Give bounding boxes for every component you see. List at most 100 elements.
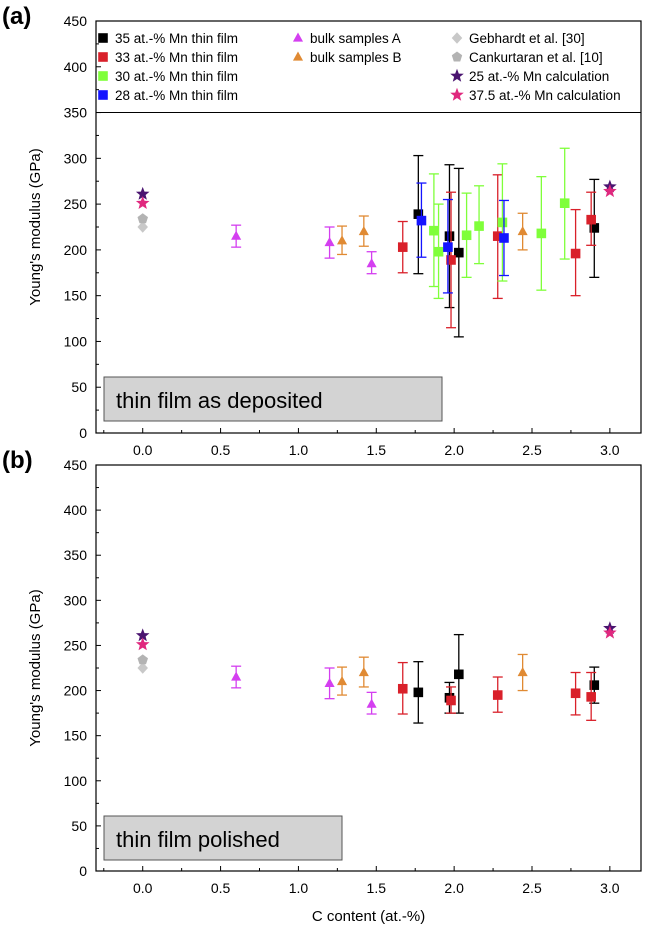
x-tick-label: 3.0 bbox=[600, 442, 620, 458]
legend-marker-triangle bbox=[292, 51, 304, 61]
data-point-diamond bbox=[137, 662, 148, 674]
legend-label: Gebhardt et al. [30] bbox=[469, 31, 585, 46]
data-point-star bbox=[603, 184, 617, 198]
y-tick-label: 300 bbox=[64, 150, 88, 166]
data-point-triangle bbox=[231, 230, 242, 240]
legend-marker-pentagon bbox=[451, 51, 463, 62]
series-bulkB bbox=[336, 212, 528, 256]
y-tick-label: 350 bbox=[64, 105, 88, 121]
data-point-star bbox=[135, 637, 150, 651]
x-tick-label: 1.5 bbox=[367, 880, 387, 896]
y-tick-label: 250 bbox=[64, 196, 88, 212]
data-point-square bbox=[446, 695, 456, 706]
x-tick-label: 1.5 bbox=[367, 442, 387, 458]
data-point-square bbox=[497, 217, 508, 228]
data-point-square bbox=[499, 233, 509, 243]
data-point-square bbox=[413, 687, 424, 698]
data-point-square bbox=[586, 214, 596, 225]
data-point-square bbox=[444, 231, 455, 241]
data-point-square bbox=[570, 688, 581, 699]
y-tick-label: 150 bbox=[64, 288, 88, 304]
y-axis-label: Young's modulus (GPa) bbox=[27, 148, 44, 305]
series-bulkA bbox=[231, 665, 377, 715]
data-point-diamond bbox=[137, 221, 148, 233]
annotation-box: thin film polished bbox=[103, 815, 343, 861]
legend-marker-star bbox=[450, 68, 464, 82]
x-tick-label: 2.5 bbox=[522, 880, 542, 896]
annotation-text: thin film as deposited bbox=[116, 388, 323, 413]
data-point-star bbox=[603, 625, 617, 639]
series-bulkB bbox=[336, 653, 528, 696]
data-point-square bbox=[454, 669, 464, 680]
legend-item: 25 at.-% Mn calculation bbox=[450, 68, 609, 84]
data-point-star bbox=[135, 196, 150, 209]
data-point-triangle bbox=[231, 671, 242, 681]
x-tick-label: 1.0 bbox=[289, 880, 309, 896]
data-point-square bbox=[589, 223, 600, 233]
panel-label: (a) bbox=[2, 3, 31, 30]
legend-label: 33 at.-% Mn thin film bbox=[115, 50, 238, 65]
y-tick-label: 50 bbox=[71, 379, 87, 395]
x-axis: 0.0 0.5 1.0 1.5 2.0 2.5 3.0 bbox=[103, 428, 620, 458]
data-point-square bbox=[446, 255, 456, 265]
data-point-triangle bbox=[324, 677, 335, 687]
legend-label: bulk samples B bbox=[310, 50, 402, 65]
plot-frame bbox=[95, 464, 642, 872]
series-bulkA bbox=[231, 224, 377, 275]
x-tick-label: 0.0 bbox=[133, 442, 153, 458]
y-tick-label: 50 bbox=[71, 818, 87, 834]
data-point-triangle bbox=[324, 237, 335, 247]
legend-marker-square bbox=[98, 90, 108, 100]
legend-label: 28 at.-% Mn thin film bbox=[115, 88, 238, 103]
x-tick-label: 2.5 bbox=[522, 442, 542, 458]
y-axis-label: Young's modulus (GPa) bbox=[27, 589, 44, 746]
panel-label: (b) bbox=[2, 447, 33, 474]
legend-item: Gebhardt et al. [30] bbox=[451, 31, 585, 46]
y-tick-label: 250 bbox=[64, 637, 88, 653]
data-point-square bbox=[492, 690, 503, 700]
series-gebhardt bbox=[137, 221, 148, 233]
annotation-text: thin film polished bbox=[116, 827, 280, 852]
data-point-square bbox=[586, 692, 596, 702]
data-point-square bbox=[416, 215, 427, 226]
data-point-square bbox=[397, 242, 408, 252]
data-point-star bbox=[135, 628, 150, 642]
legend-label: 37.5 at.-% Mn calculation bbox=[469, 88, 621, 103]
y-tick-label: 150 bbox=[64, 728, 88, 744]
data-point-triangle bbox=[366, 698, 377, 708]
legend-marker-square bbox=[98, 33, 108, 43]
legend-item: bulk samples A bbox=[292, 31, 401, 46]
annotation-box: thin film as deposited bbox=[103, 376, 443, 422]
series-cankurtaran bbox=[137, 654, 148, 665]
series-calc375 bbox=[135, 184, 617, 209]
data-point-square bbox=[429, 225, 439, 236]
annotation-background bbox=[103, 815, 343, 861]
legend-item: 37.5 at.-% Mn calculation bbox=[450, 87, 621, 103]
legend-marker-diamond bbox=[451, 32, 463, 44]
data-point-square bbox=[570, 248, 581, 259]
data-point-square bbox=[589, 680, 600, 690]
data-point-square bbox=[461, 230, 472, 241]
y-tick-label: 100 bbox=[64, 773, 88, 789]
y-tick-label: 300 bbox=[64, 592, 88, 608]
y-tick-label: 200 bbox=[64, 242, 88, 258]
x-tick-label: 2.0 bbox=[444, 442, 464, 458]
legend-item: 35 at.-% Mn thin film bbox=[98, 31, 238, 46]
legend-label: 35 at.-% Mn thin film bbox=[115, 31, 238, 46]
x-axis: 0.0 0.5 1.0 1.5 2.0 2.5 3.0 C content (at.-%) bbox=[103, 866, 620, 925]
data-point-square bbox=[559, 198, 570, 208]
x-tick-label: 1.0 bbox=[289, 442, 309, 458]
data-point-triangle bbox=[517, 226, 528, 236]
data-point-square bbox=[454, 247, 464, 258]
legend-item: 30 at.-% Mn thin film bbox=[98, 69, 238, 84]
data-point-triangle bbox=[358, 226, 369, 236]
series-mn28 bbox=[416, 182, 509, 294]
data-point-pentagon bbox=[137, 213, 148, 224]
y-axis: 0 50 100 150 200 250 300 350 400 450 Young's modul… bbox=[27, 457, 101, 879]
legend-marker-square bbox=[98, 52, 108, 62]
x-tick-label: 3.0 bbox=[600, 880, 620, 896]
data-point-triangle bbox=[358, 666, 369, 677]
y-tick-label: 100 bbox=[64, 333, 88, 349]
y-tick-label: 400 bbox=[64, 59, 88, 75]
series-cankurtaran bbox=[137, 213, 148, 224]
